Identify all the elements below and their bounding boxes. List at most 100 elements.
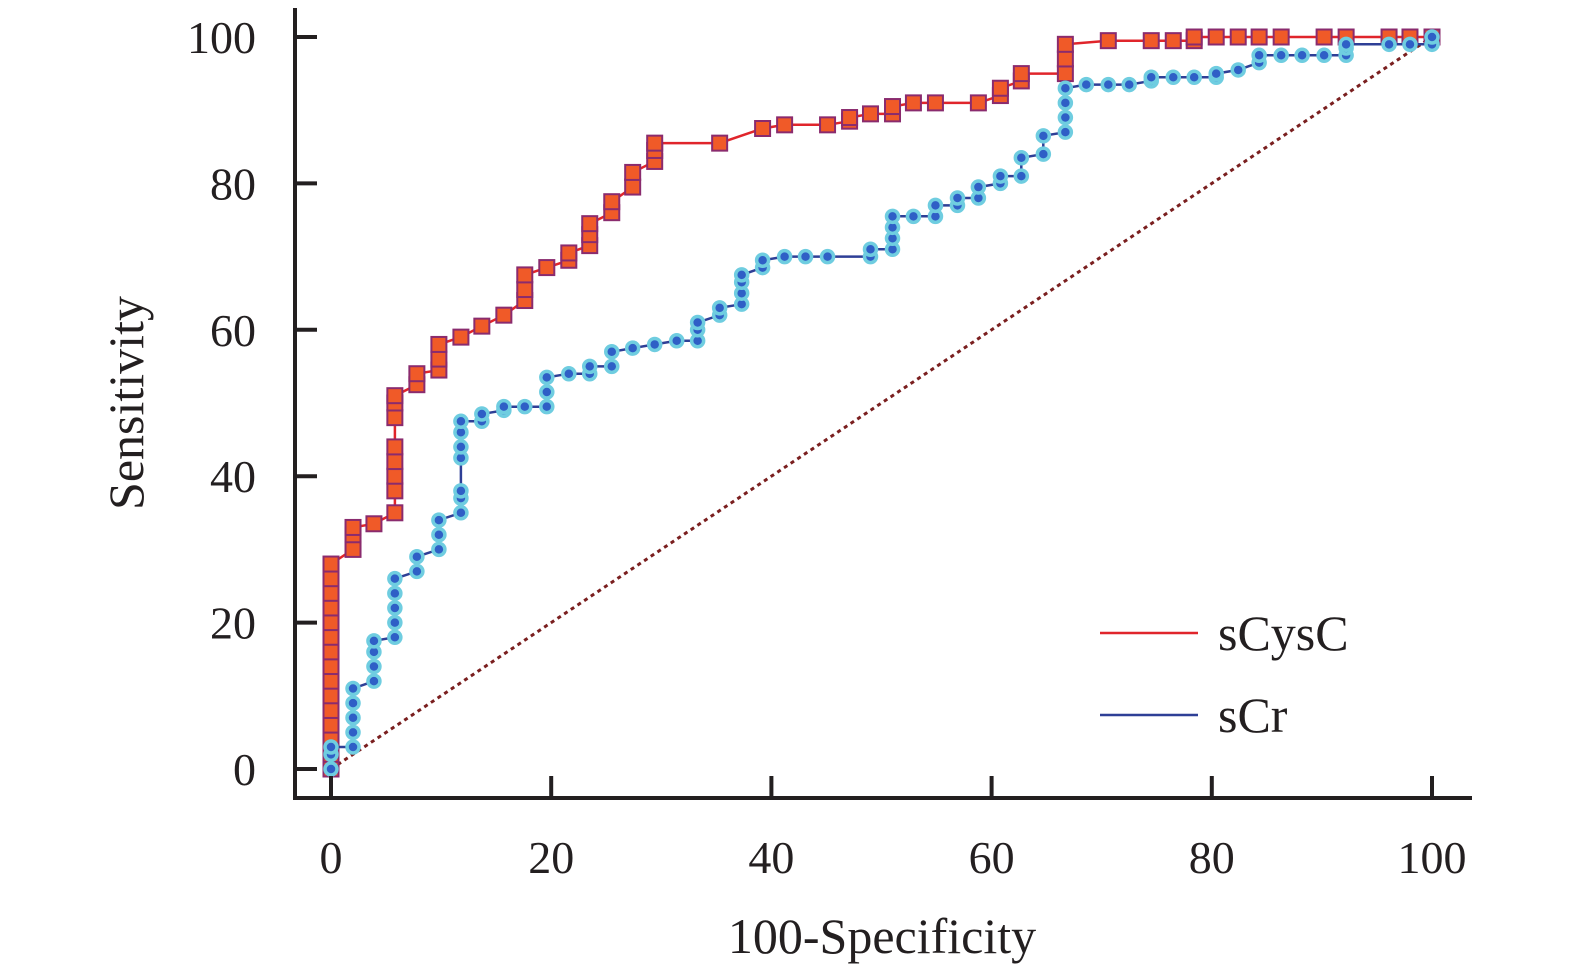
data-point-scysc: [386, 453, 404, 471]
data-point-scysc: [1142, 32, 1160, 50]
data-point-scr: [431, 512, 447, 528]
data-point-scr: [604, 358, 620, 375]
data-point-scr: [561, 365, 577, 382]
data-point-scr: [431, 541, 447, 558]
ticks-layer: 0 20 40 60 80 100 0 20 40 60 80 100: [187, 12, 1467, 883]
data-point-scysc: [581, 215, 599, 233]
data-point-scr: [646, 336, 663, 353]
data-point-scr: [581, 358, 598, 375]
data-point-scr: [711, 300, 728, 316]
data-point-scysc: [322, 658, 340, 676]
data-point-scysc: [969, 94, 987, 112]
data-point-scr: [1186, 69, 1202, 86]
data-point-scysc: [386, 387, 404, 405]
data-point-scysc: [322, 599, 340, 617]
data-point-scr: [345, 680, 361, 697]
data-point-scr: [1057, 124, 1074, 140]
data-point-scysc: [386, 504, 404, 522]
data-point-scr: [539, 369, 555, 386]
data-point-scysc: [1250, 28, 1268, 46]
data-point-scysc: [754, 120, 772, 137]
data-point-scysc: [386, 438, 404, 456]
data-point-scysc: [430, 335, 448, 353]
data-point-scr: [884, 208, 901, 225]
data-point-scr: [474, 406, 490, 422]
data-point-scr: [776, 248, 793, 265]
data-point-scr: [1230, 62, 1246, 78]
data-point-scr: [1035, 146, 1052, 162]
data-point-scysc: [538, 259, 556, 277]
data-point-scysc: [386, 482, 404, 500]
data-point-scr: [453, 505, 469, 521]
axes-layer: [293, 8, 1472, 800]
data-point-scr: [453, 413, 469, 430]
series-layer: [322, 28, 1441, 778]
data-point-scr: [1424, 29, 1440, 45]
data-point-scysc: [603, 193, 621, 211]
data-point-scysc: [1012, 65, 1030, 83]
data-point-scysc: [452, 328, 470, 346]
data-point-scr: [366, 633, 382, 649]
data-point-scysc: [646, 134, 664, 152]
data-point-scr: [517, 398, 533, 415]
data-point-scysc: [1272, 28, 1290, 46]
data-point-scr: [1013, 168, 1030, 184]
data-point-scr: [323, 739, 339, 755]
data-point-scr: [387, 570, 403, 587]
data-point-scr: [1035, 128, 1052, 144]
data-point-scysc: [1056, 35, 1074, 53]
data-point-scysc: [1229, 28, 1247, 46]
data-point-scysc: [624, 163, 642, 181]
data-point-scysc: [904, 94, 922, 112]
legend-label-scysc: sCysC: [1218, 605, 1349, 661]
data-point-scr: [754, 252, 771, 269]
data-point-scr: [345, 739, 361, 755]
data-point-scr: [905, 208, 922, 225]
data-point-scr: [733, 267, 750, 283]
data-point-scysc: [624, 178, 642, 196]
data-point-scysc: [1315, 28, 1333, 46]
y-tick-label: 0: [233, 744, 256, 795]
data-point-scr: [689, 314, 706, 331]
data-point-scysc: [495, 306, 513, 324]
data-point-scysc: [1185, 28, 1203, 46]
y-tick-label: 20: [210, 598, 256, 649]
data-point-scr: [1381, 36, 1397, 53]
data-point-scr: [1121, 76, 1137, 93]
data-point-scysc: [819, 116, 837, 134]
data-point-scr: [1294, 47, 1310, 64]
data-point-scysc: [1099, 32, 1117, 50]
data-point-scr: [431, 527, 447, 543]
data-point-scysc: [322, 701, 340, 719]
y-tick-label: 60: [210, 305, 256, 356]
x-tick-label: 100: [1398, 832, 1467, 883]
x-tick-label: 80: [1189, 832, 1235, 883]
data-point-scysc: [516, 281, 534, 299]
data-point-scysc: [322, 687, 340, 705]
data-point-scysc: [322, 555, 340, 573]
data-point-scr: [539, 384, 555, 400]
data-point-scr: [992, 168, 1009, 184]
data-point-scysc: [322, 570, 340, 588]
data-point-scysc: [1056, 50, 1074, 68]
x-axis-title: 100-Specificity: [728, 908, 1036, 964]
data-point-scr: [1251, 47, 1267, 64]
data-point-scr: [366, 658, 382, 675]
data-point-scr: [387, 629, 403, 645]
data-point-scr: [1057, 95, 1074, 111]
data-point-scr: [409, 563, 425, 580]
data-point-scr: [1338, 36, 1354, 53]
data-point-scr: [797, 248, 814, 265]
data-point-scysc: [322, 672, 340, 690]
data-point-scysc: [1164, 32, 1182, 50]
data-point-scysc: [776, 116, 794, 134]
data-point-scr: [819, 248, 836, 265]
data-point-scysc: [386, 409, 404, 427]
data-point-scysc: [560, 244, 578, 262]
data-point-scysc: [365, 515, 383, 533]
data-point-scysc: [408, 365, 426, 383]
data-point-scr: [1208, 65, 1224, 82]
data-point-scr: [496, 398, 512, 415]
data-point-scr: [1057, 80, 1074, 96]
